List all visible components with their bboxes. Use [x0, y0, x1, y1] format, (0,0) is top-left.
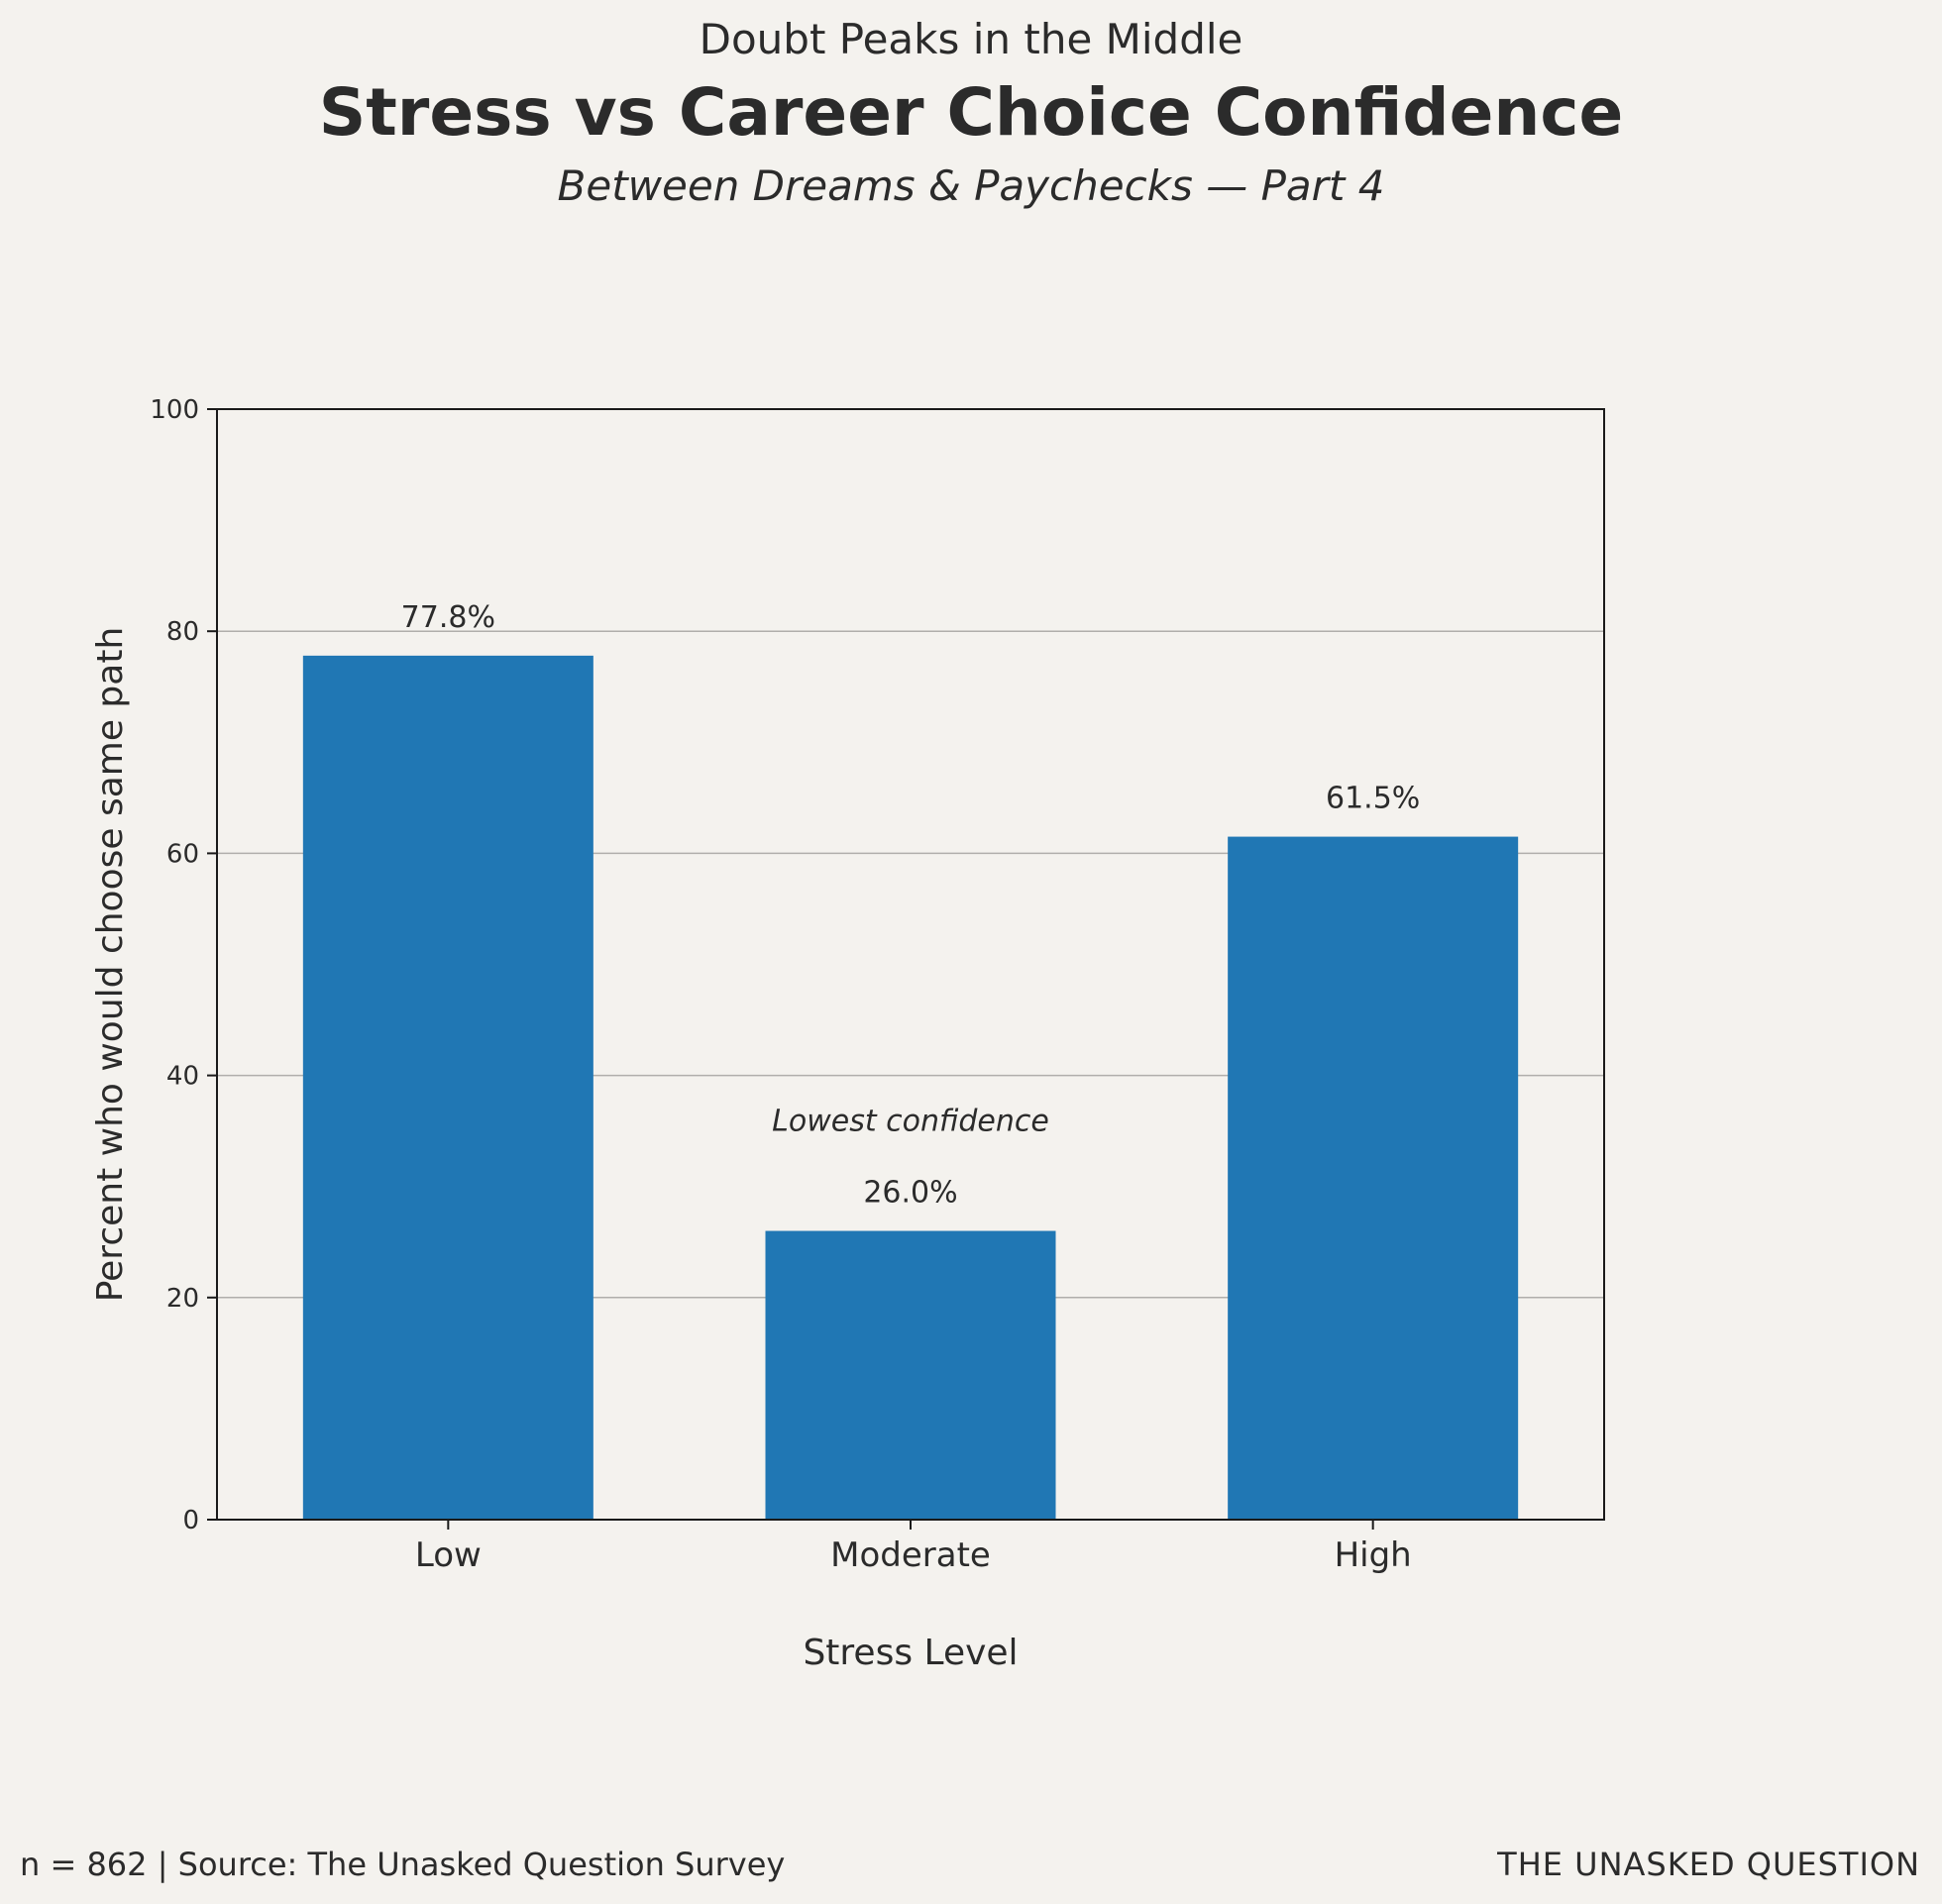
- y-tick-label: 0: [182, 1506, 199, 1535]
- y-tick-label: 20: [166, 1284, 199, 1314]
- brand-label: THE UNASKED QUESTION: [1497, 1846, 1920, 1883]
- y-tick-label: 40: [166, 1062, 199, 1092]
- bar: [302, 655, 593, 1520]
- annotation-label: Lowest confidence: [772, 1104, 1049, 1138]
- chart-title: Stress vs Career Choice Confidence: [318, 74, 1624, 151]
- bar: [765, 1230, 1056, 1520]
- y-axis-label: Percent who would choose same path: [90, 627, 131, 1303]
- bars: [302, 655, 1519, 1520]
- chart-subtitle: Between Dreams & Paychecks — Part 4: [557, 161, 1385, 210]
- chart-kicker: Doubt Peaks in the Middle: [699, 15, 1243, 63]
- value-label: 26.0%: [863, 1176, 957, 1211]
- value-label: 61.5%: [1326, 782, 1420, 816]
- bar: [1228, 836, 1519, 1520]
- value-label: 77.8%: [401, 600, 495, 635]
- y-tick-label: 80: [166, 617, 199, 647]
- x-axis-label: Stress Level: [803, 1633, 1018, 1673]
- chart-labels: 77.8% 26.0% 61.5% Lowest confidence: [401, 600, 1421, 1211]
- y-tick-label: 100: [150, 395, 199, 425]
- axis-ticks: 0 20 40 60 80 100 Low Moderate High: [150, 395, 1411, 1575]
- source-note: n = 862 | Source: The Unasked Question S…: [20, 1846, 786, 1883]
- y-tick-label: 60: [166, 839, 199, 869]
- x-tick-label: Low: [415, 1535, 482, 1575]
- x-tick-label: High: [1335, 1535, 1412, 1575]
- x-tick-label: Moderate: [830, 1535, 991, 1575]
